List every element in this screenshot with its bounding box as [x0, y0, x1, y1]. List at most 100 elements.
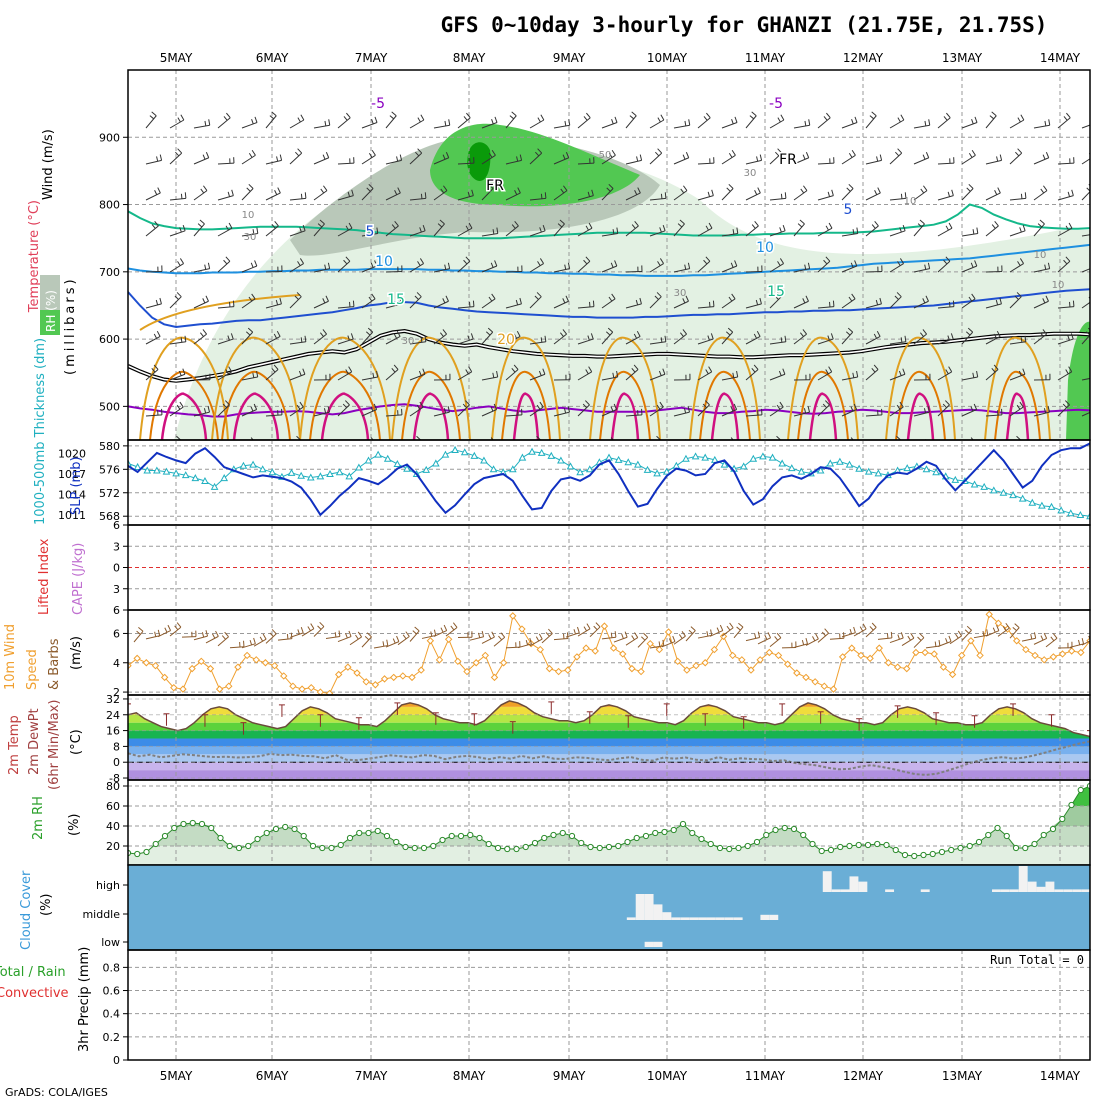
wind-barb-feather: [276, 330, 281, 337]
wind-barb: [1081, 190, 1090, 201]
wind-barb-feather: [548, 628, 553, 634]
wind-barb-feather: [845, 331, 851, 336]
wind-barb-feather: [417, 261, 421, 266]
wind-barb: [577, 371, 592, 381]
wind-barb: [241, 265, 258, 273]
wind-barb: [649, 197, 666, 201]
wind-barb-feather: [176, 292, 182, 298]
wind-speed-point: [710, 645, 719, 654]
wind-barb-feather: [443, 624, 448, 631]
wind-barb-feather: [248, 296, 253, 302]
wind-barb-feather: [232, 300, 235, 307]
wind-barb-feather: [947, 335, 950, 341]
temp-contour-30: [906, 392, 935, 440]
wind-barb-feather: [347, 335, 350, 341]
rh2m-point: [735, 844, 742, 852]
wind-barb-feather: [1044, 120, 1047, 127]
wind-barb: [1057, 162, 1075, 165]
thickness-point: [210, 482, 219, 490]
wind-barb: [625, 192, 641, 201]
wind-barb-feather: [1015, 151, 1020, 157]
wind-barb-feather: [957, 630, 963, 637]
wind-barb-feather: [945, 225, 949, 231]
wind-barb: [553, 637, 568, 641]
wind-barb: [937, 117, 951, 129]
wind-barb-feather: [365, 331, 371, 336]
wind-barb: [745, 192, 761, 201]
wind-barb-feather: [391, 111, 397, 117]
wind-barb-feather: [1064, 400, 1070, 406]
li-axis-text: Lifted Index: [37, 538, 52, 615]
wind-barb-feather: [684, 120, 687, 127]
rh2m-point: [587, 843, 594, 851]
wind-barb-feather: [202, 442, 204, 446]
wind-barb-feather: [1095, 117, 1097, 123]
wind-barb-feather: [514, 190, 518, 195]
wind-barb: [913, 157, 929, 165]
wind-barb-feather: [1043, 185, 1048, 191]
wind-barb-feather: [1019, 227, 1022, 233]
li-tick-label: 3: [113, 540, 120, 553]
wind-barb: [265, 303, 282, 309]
wind-barb: [985, 115, 997, 129]
wind-speed-point: [765, 648, 774, 657]
wind-barb: [553, 157, 569, 165]
wind-barb-feather: [1066, 112, 1071, 119]
wind-barb-feather: [402, 634, 407, 640]
wind-barb: [241, 233, 258, 237]
wind-barb: [169, 230, 186, 237]
wind-barb-feather: [919, 332, 924, 337]
wind-barb-feather: [948, 635, 952, 642]
wind-barb: [1057, 195, 1074, 201]
wind-barb: [265, 414, 282, 417]
wind-speed-point: [554, 667, 563, 676]
wind-barb: [769, 637, 782, 647]
wind-barb-feather: [420, 114, 425, 121]
wind-barb-feather: [971, 293, 976, 300]
wind-barb-feather: [529, 637, 532, 644]
wind-speed-point: [958, 651, 966, 660]
wind-barb-feather: [471, 189, 474, 196]
wind-barb: [721, 188, 734, 201]
wind-barb: [865, 159, 882, 165]
wind-barb-feather: [764, 634, 768, 640]
wind-barb-feather: [1019, 258, 1024, 264]
wind-barb: [733, 626, 744, 639]
wind-barb-feather: [262, 633, 267, 640]
wind-barb-feather: [685, 295, 689, 302]
wind-barb-feather: [468, 222, 473, 229]
slp-tick-label: 1017: [58, 468, 86, 481]
wind-barb: [145, 303, 162, 309]
wind-barb: [901, 637, 915, 647]
wind-barb-feather: [444, 264, 447, 270]
wind-speed-point: [1049, 653, 1058, 661]
thickness-point: [1018, 494, 1027, 502]
wind-barb: [145, 115, 157, 129]
wind-barb: [793, 157, 809, 165]
contour-label: FR: [486, 178, 504, 194]
wind-barb-feather: [1093, 229, 1094, 234]
wind-barb-feather: [319, 219, 325, 225]
temp-color-band: [128, 746, 1090, 755]
wind-barb: [169, 373, 186, 381]
wind-barb-feather: [922, 329, 928, 335]
wind-barb-feather: [1042, 442, 1044, 446]
wind-barb: [289, 632, 304, 638]
wind-speed-line: [128, 613, 1090, 695]
wind-barb-feather: [1097, 371, 1098, 377]
wind-barb-feather: [247, 327, 254, 333]
wind-barb: [889, 296, 902, 309]
wind-barb-feather: [251, 149, 256, 156]
wind-barb-feather: [797, 223, 803, 228]
wind-barb: [553, 411, 570, 417]
wind-barb-feather: [447, 406, 451, 413]
thickness-point: [345, 472, 354, 480]
wind-barb: [385, 115, 397, 129]
wind-barb-feather: [576, 626, 580, 633]
rh2m-point: [698, 835, 705, 843]
wind-barb-feather: [1091, 263, 1093, 268]
wind-barb-feather: [808, 119, 811, 126]
wind-barb-feather: [227, 335, 230, 341]
wind-barb: [889, 637, 904, 644]
wind-barb-feather: [203, 185, 208, 191]
